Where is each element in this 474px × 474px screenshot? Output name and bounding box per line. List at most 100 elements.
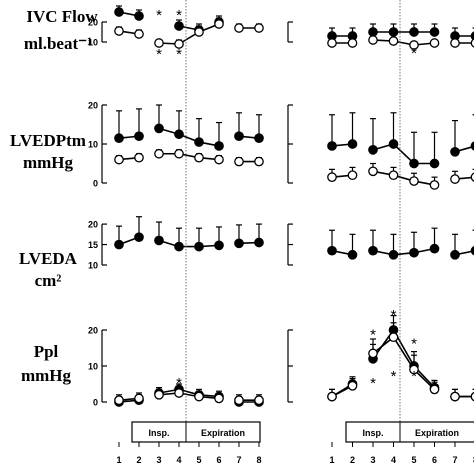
lveda-label-line1: LVEDA bbox=[19, 249, 78, 268]
open-marker bbox=[214, 154, 224, 165]
filled-marker bbox=[409, 247, 419, 258]
x-tick-label: 7 bbox=[236, 455, 241, 465]
panel-1-right: * bbox=[287, 21, 474, 62]
y-tick-label: 20 bbox=[88, 220, 98, 230]
lvedptm-label-line2: mmHg bbox=[23, 153, 74, 172]
filled-marker bbox=[174, 129, 184, 140]
series-line bbox=[158, 388, 220, 398]
y-tick-label: 10 bbox=[88, 38, 98, 48]
filled-marker bbox=[388, 139, 399, 149]
left-insp-label: Insp. bbox=[148, 428, 169, 438]
series-line bbox=[158, 392, 220, 400]
filled-marker bbox=[194, 137, 204, 147]
open-marker bbox=[254, 156, 264, 167]
ppl-label-line2: mmHg bbox=[21, 366, 72, 385]
left-expiration-label: Expiration bbox=[201, 428, 245, 438]
filled-marker bbox=[254, 237, 264, 248]
x-tick-label: 8 bbox=[473, 455, 474, 465]
open-marker bbox=[154, 148, 164, 159]
open-marker bbox=[470, 38, 474, 48]
panel-2-right bbox=[287, 104, 474, 190]
open-marker bbox=[347, 380, 358, 391]
filled-marker bbox=[174, 241, 184, 252]
significance-star: * bbox=[156, 46, 162, 63]
series-line bbox=[372, 39, 435, 46]
filled-marker bbox=[429, 158, 440, 169]
open-marker bbox=[327, 391, 337, 402]
open-marker bbox=[368, 166, 378, 177]
x-tick-label: 3 bbox=[370, 455, 375, 465]
series-line bbox=[158, 127, 220, 147]
filled-marker bbox=[409, 27, 419, 37]
filled-marker bbox=[347, 139, 358, 149]
open-marker bbox=[409, 176, 419, 186]
lveda-label-line2: cm² bbox=[35, 271, 62, 290]
series-line bbox=[159, 152, 220, 161]
y-tick-label: 0 bbox=[93, 398, 98, 408]
open-marker bbox=[409, 40, 419, 50]
filled-marker bbox=[134, 11, 144, 21]
open-marker bbox=[234, 395, 244, 406]
filled-marker bbox=[327, 245, 337, 256]
filled-marker bbox=[114, 133, 124, 143]
filled-marker bbox=[254, 133, 264, 143]
series-line bbox=[372, 247, 435, 256]
filled-marker bbox=[470, 246, 474, 256]
right-expiration-label: Expiration bbox=[415, 428, 459, 438]
open-marker bbox=[450, 391, 460, 402]
left-phase-box bbox=[131, 421, 261, 443]
filled-marker bbox=[174, 21, 184, 31]
x-tick-label: 8 bbox=[256, 455, 261, 465]
open-marker bbox=[254, 23, 264, 33]
plot-panels: 10 20 * * * * * 0 10 20 10 15 20 0 10 20 * * * * * * * bbox=[88, 0, 474, 422]
lvedptm-label-line1: LVEDPtm bbox=[10, 131, 86, 150]
x-tick-label: 6 bbox=[216, 455, 221, 465]
open-marker bbox=[254, 395, 264, 406]
series-line bbox=[372, 328, 436, 389]
open-marker bbox=[194, 391, 204, 402]
open-marker bbox=[194, 27, 204, 37]
filled-marker bbox=[347, 249, 358, 260]
significance-star: * bbox=[411, 368, 417, 385]
open-marker bbox=[347, 38, 358, 48]
filled-marker bbox=[214, 141, 224, 151]
series-line bbox=[372, 336, 436, 390]
open-marker bbox=[470, 391, 474, 402]
filled-marker bbox=[388, 27, 399, 37]
filled-marker bbox=[214, 240, 224, 251]
open-marker bbox=[368, 348, 378, 359]
y-tick-label: 20 bbox=[88, 326, 98, 336]
open-marker bbox=[114, 395, 124, 406]
x-tick-label: 2 bbox=[350, 455, 355, 465]
open-marker bbox=[214, 393, 224, 404]
series-line bbox=[372, 143, 435, 165]
filled-marker bbox=[470, 31, 474, 41]
ivc-flow-label-line2: ml.beat⁻¹ bbox=[24, 34, 92, 53]
open-marker bbox=[234, 23, 244, 33]
open-marker bbox=[114, 26, 124, 36]
filled-marker bbox=[134, 131, 144, 142]
significance-star: * bbox=[370, 327, 376, 344]
filled-marker bbox=[429, 27, 440, 37]
filled-marker bbox=[154, 123, 164, 134]
y-tick-label: 20 bbox=[88, 101, 98, 111]
ppl-label-line1: Ppl bbox=[34, 342, 59, 361]
x-tick-label: 6 bbox=[432, 455, 437, 465]
x-tick-label: 1 bbox=[329, 455, 334, 465]
open-marker bbox=[470, 172, 474, 182]
ivc-flow-label-line1: IVC Flow bbox=[26, 7, 98, 26]
filled-marker bbox=[327, 141, 337, 151]
panel-4-left: 0 10 20 * bbox=[88, 326, 264, 408]
open-marker bbox=[450, 38, 460, 48]
series-line bbox=[372, 170, 435, 186]
open-marker bbox=[388, 332, 399, 343]
filled-marker bbox=[368, 245, 378, 256]
open-marker bbox=[134, 393, 144, 404]
open-marker bbox=[409, 364, 419, 375]
open-marker bbox=[214, 19, 224, 29]
x-tick-label: 2 bbox=[136, 455, 141, 465]
x-tick-label: 4 bbox=[391, 455, 396, 465]
open-marker bbox=[368, 35, 378, 45]
significance-star: * bbox=[391, 368, 397, 385]
